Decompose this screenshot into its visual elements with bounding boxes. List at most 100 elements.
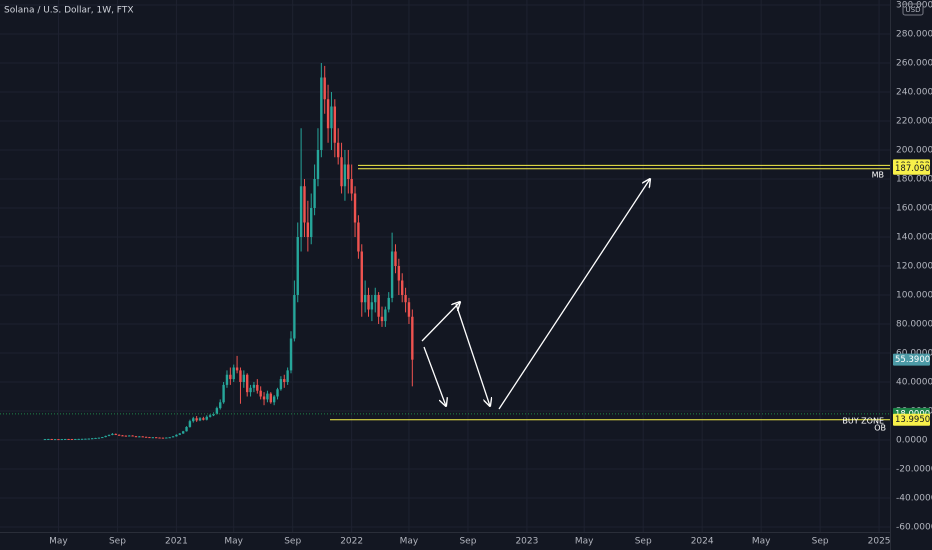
x-tick-label: May <box>752 537 771 547</box>
candle-body <box>219 402 222 409</box>
y-tick-label: 100.0000 <box>896 290 932 300</box>
candle-body <box>117 434 121 436</box>
candle-body <box>208 415 212 417</box>
candle-body <box>128 435 131 437</box>
candle-body <box>47 438 50 440</box>
candle-body <box>225 374 229 385</box>
y-tick-label: -20.0000 <box>896 464 932 474</box>
annotation: OB <box>874 424 886 433</box>
candle-body <box>50 438 53 440</box>
candle-body <box>407 302 411 317</box>
candle-body <box>367 294 370 310</box>
candle-body <box>175 434 178 437</box>
price-label: 187.0900 <box>895 164 932 174</box>
candle-body <box>43 439 47 441</box>
candle-body <box>53 439 57 441</box>
candle-body <box>239 370 242 382</box>
candle-body <box>276 389 279 397</box>
candle-body <box>60 439 64 441</box>
x-tick-label: Sep <box>635 537 652 547</box>
y-tick-label: 120.0000 <box>896 262 932 272</box>
candle-body <box>357 222 360 252</box>
candle-body <box>232 367 235 380</box>
drawings <box>421 179 650 410</box>
candle-body <box>74 438 77 440</box>
candle-body <box>370 302 374 310</box>
x-tick-label: 2023 <box>515 537 538 547</box>
y-tick-label: 180.0000 <box>896 175 932 185</box>
candle-body <box>269 393 272 403</box>
x-tick-label: May <box>575 537 594 547</box>
candle-body <box>387 297 390 310</box>
candle-body <box>215 408 219 414</box>
candle-body <box>326 99 330 129</box>
candle-body <box>148 437 151 439</box>
candle-body <box>151 437 155 439</box>
y-tick-label: 0.0000 <box>896 435 928 445</box>
x-tick-label: Sep <box>109 537 126 547</box>
candle-body <box>350 179 353 194</box>
candle-body <box>107 434 111 436</box>
y-tick-label: 200.0000 <box>896 146 932 156</box>
candle-body <box>185 426 188 432</box>
price-label-box <box>893 413 930 426</box>
candles <box>43 63 414 441</box>
candle-body <box>67 438 70 440</box>
y-tick-label: 80.0000 <box>896 319 932 329</box>
time-axis <box>0 532 890 550</box>
candle-body <box>205 416 208 420</box>
x-tick-label: Sep <box>284 537 301 547</box>
x-tick-label: 2025 <box>868 537 891 547</box>
candle-body <box>87 438 91 440</box>
candle-body <box>293 294 296 339</box>
candle-body <box>111 433 114 435</box>
y-tick-label: 220.0000 <box>896 117 932 127</box>
candle-body <box>266 393 269 400</box>
candle-body <box>97 437 101 439</box>
candle-body <box>70 439 74 441</box>
candle-body <box>114 433 117 435</box>
candle-body <box>310 208 313 238</box>
grid <box>0 0 890 532</box>
candle-body <box>77 438 80 440</box>
candle-body <box>212 413 215 416</box>
arrow <box>455 303 490 406</box>
candle-body <box>262 396 266 400</box>
candle-body <box>235 367 239 371</box>
candle-body <box>259 390 262 397</box>
candle-body <box>333 106 337 143</box>
candle-body <box>158 437 161 439</box>
candle-body <box>411 316 414 360</box>
candle-body <box>168 437 171 439</box>
candle-body <box>286 370 289 382</box>
x-tick-label: Sep <box>459 537 476 547</box>
candle-body <box>320 77 323 151</box>
candle-body <box>380 316 384 322</box>
candle-body <box>165 437 168 439</box>
x-tick-label: 2022 <box>340 537 363 547</box>
axis-labels: -60.0000-40.0000-20.00000.000020.000040.… <box>49 1 932 547</box>
candle-body <box>124 435 128 437</box>
candle-body <box>374 294 377 303</box>
candle-body <box>252 384 256 388</box>
candle-body <box>141 436 144 438</box>
candle-body <box>340 157 343 187</box>
candle-body <box>192 418 195 422</box>
candle-body <box>323 77 326 100</box>
candle-body <box>249 387 252 393</box>
candle-body <box>138 436 141 438</box>
candle-body <box>101 437 104 439</box>
annotation: BUY ZONE <box>842 417 884 426</box>
candle-body <box>313 179 316 209</box>
candle-body <box>84 438 87 440</box>
price-label-box <box>893 353 930 366</box>
candle-body <box>360 251 363 303</box>
candle-body <box>64 438 67 440</box>
y-tick-label: 60.0000 <box>896 348 932 358</box>
candle-body <box>178 433 181 435</box>
candle-body <box>245 374 249 393</box>
candle-body <box>121 435 124 437</box>
chart-title: Solana / U.S. Dollar, 1W, FTX <box>4 6 134 16</box>
candle-body <box>394 251 397 266</box>
